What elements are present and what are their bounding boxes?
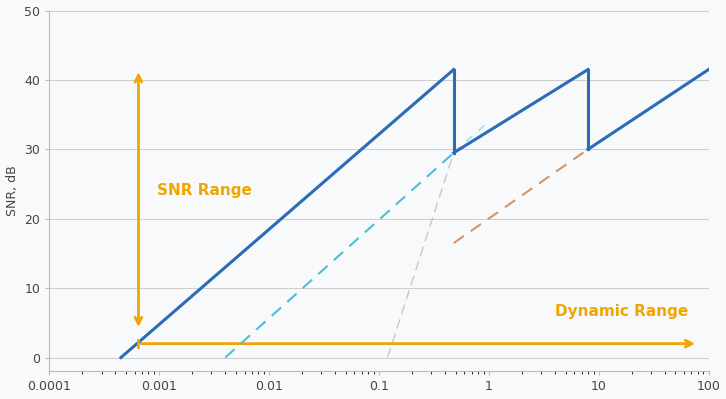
Y-axis label: SNR, dB: SNR, dB (6, 166, 19, 216)
Text: Dynamic Range: Dynamic Range (555, 304, 688, 319)
Text: SNR Range: SNR Range (157, 184, 251, 198)
